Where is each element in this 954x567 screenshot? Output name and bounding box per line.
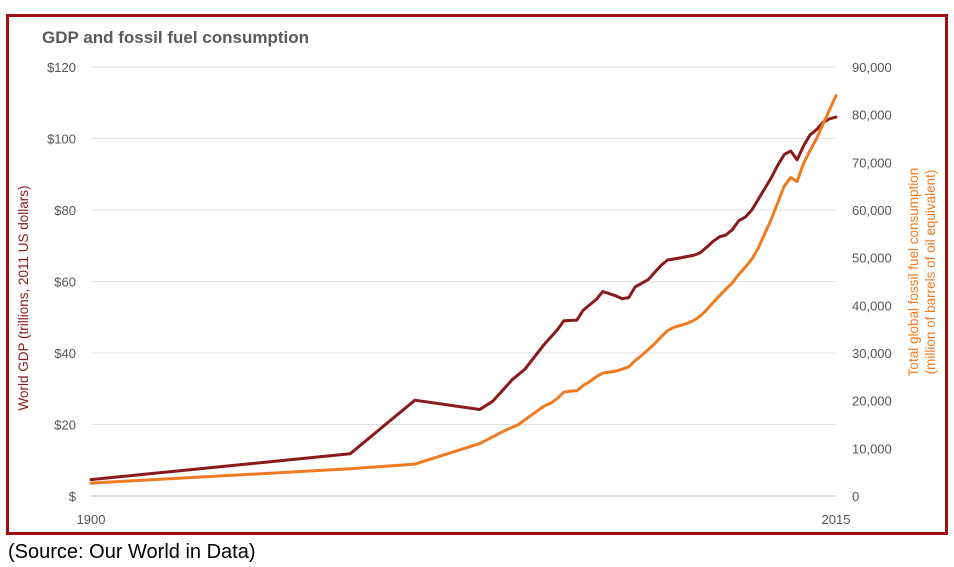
- left-axis-ticks: $ $20 $40 $60 $80 $100 $120: [47, 60, 77, 504]
- right-tick-label: 80,000: [852, 108, 892, 123]
- left-tick-label: $100: [47, 132, 76, 147]
- right-axis-label-line1: Total global fossil fuel consumption: [906, 168, 921, 377]
- left-tick-label: $120: [47, 60, 76, 75]
- right-axis-label-line2: (million of barrels of oil equivalent): [923, 170, 938, 375]
- right-tick-label: 70,000: [852, 155, 892, 170]
- series-lines: [89, 94, 838, 485]
- right-tick-label: 50,000: [852, 251, 892, 266]
- left-tick-label: $20: [54, 418, 76, 433]
- right-tick-label: 10,000: [852, 441, 892, 456]
- source-caption: (Source: Our World in Data): [8, 541, 256, 563]
- left-tick-label: $40: [54, 346, 76, 361]
- x-axis-ticks: 1900 2015: [77, 512, 851, 527]
- right-tick-label: 20,000: [852, 394, 892, 409]
- right-tick-label: 30,000: [852, 346, 892, 361]
- gdp-series-line: [89, 115, 838, 482]
- chart-title: GDP and fossil fuel consumption: [42, 28, 309, 47]
- fossil-fuel-series-line: [89, 94, 838, 485]
- gridlines: [91, 66, 836, 497]
- x-tick-label: 1900: [77, 512, 106, 527]
- x-tick-label: 2015: [822, 512, 851, 527]
- left-tick-label: $60: [54, 275, 76, 290]
- right-tick-label: 60,000: [852, 203, 892, 218]
- right-tick-label: 0: [852, 489, 859, 504]
- gdp-fossil-chart: GDP and fossil fuel consumption $$20$40$…: [16, 28, 938, 527]
- left-tick-label: $80: [54, 203, 76, 218]
- right-axis-ticks: 0 10,000 20,000 30,000 40,000 50,000 60,000 70,…: [852, 60, 892, 504]
- right-tick-label: 40,000: [852, 298, 892, 313]
- left-tick-label: $: [69, 489, 77, 504]
- chart-frame: GDP and fossil fuel consumption $ $20 $40 $…: [6, 14, 948, 535]
- right-tick-label: 90,000: [852, 60, 892, 75]
- left-axis-label: World GDP (trillions, 2011 US dollars): [16, 185, 31, 410]
